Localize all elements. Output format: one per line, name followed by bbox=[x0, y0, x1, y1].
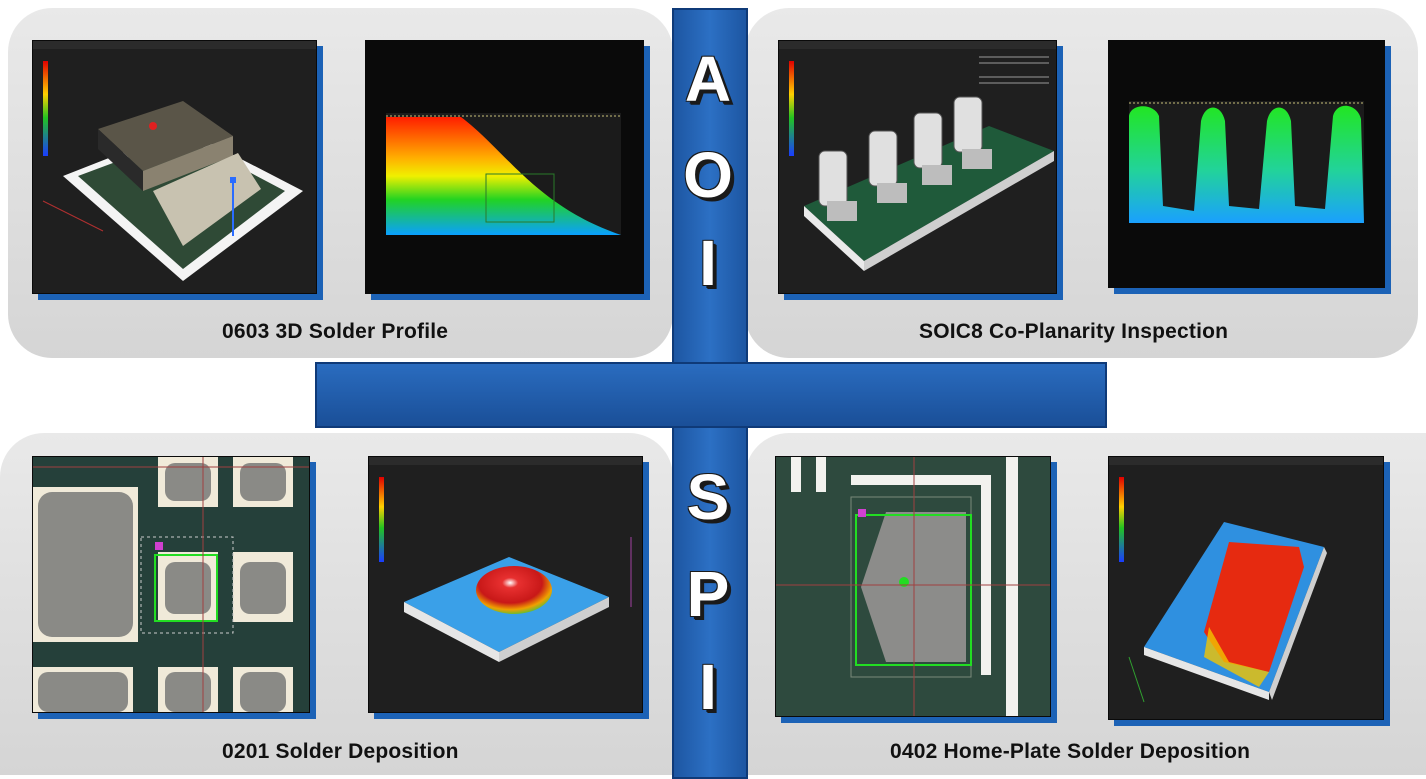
caption-0402-home-plate: 0402 Home-Plate Solder Deposition bbox=[890, 740, 1251, 763]
soic8-3d-view bbox=[778, 40, 1057, 294]
caption-soic8-coplanarity: SOIC8 Co-Planarity Inspection bbox=[919, 320, 1229, 343]
solder-profile-graph-0603 bbox=[365, 40, 644, 294]
caption-0201-solder-deposition: 0201 Solder Deposition bbox=[222, 740, 459, 763]
caption-0603-solder-profile: 0603 3D Solder Profile bbox=[222, 320, 449, 343]
solder-3d-view-0201 bbox=[368, 456, 643, 713]
solder-3d-view-0603 bbox=[32, 40, 317, 294]
cross-letter-i-top: I bbox=[699, 227, 717, 299]
cross-horizontal-bar bbox=[315, 362, 1107, 428]
solder-2d-view-0201 bbox=[32, 456, 310, 713]
cross-letter-a: A bbox=[684, 43, 732, 115]
cross-letter-s: S bbox=[686, 461, 730, 533]
cross-letter-i-bottom: I bbox=[699, 651, 717, 723]
cross-letter-o: O bbox=[683, 139, 733, 211]
solder-3d-view-0402 bbox=[1108, 456, 1384, 720]
solder-2d-view-0402 bbox=[775, 456, 1051, 717]
coplanarity-graph bbox=[1108, 40, 1385, 288]
cross-letter-p: P bbox=[686, 558, 730, 630]
